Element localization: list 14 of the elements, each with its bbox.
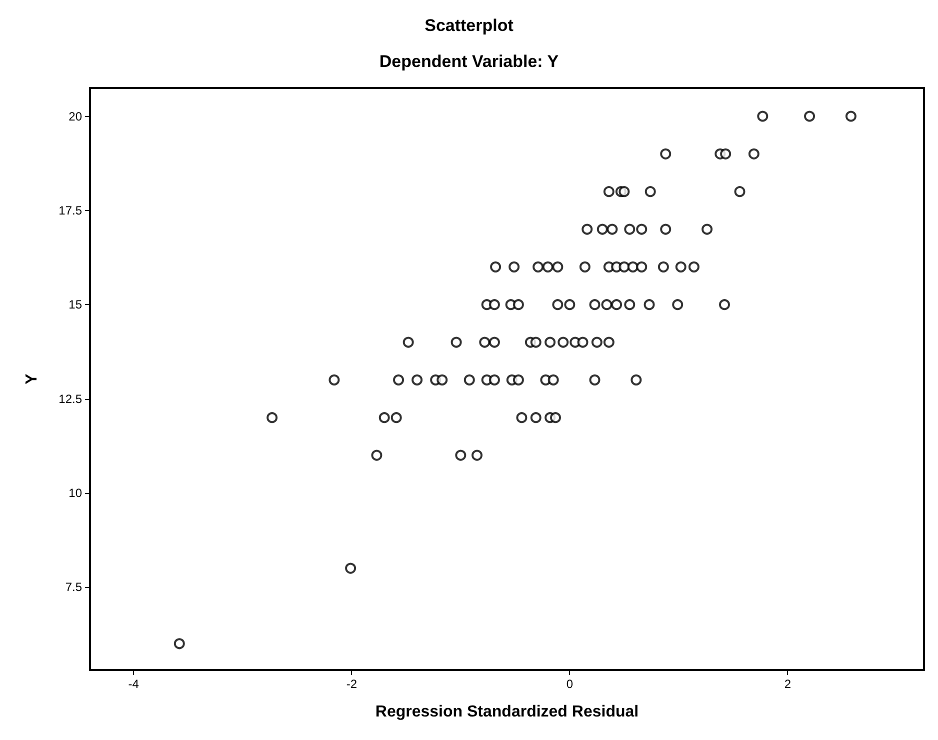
y-tick-label: 7.5 xyxy=(65,580,82,594)
y-tick-label: 15 xyxy=(68,298,82,312)
chart-subtitle: Dependent Variable: Y xyxy=(379,52,560,71)
x-tick-label: 0 xyxy=(566,677,574,691)
x-tick-label: -2 xyxy=(346,677,358,691)
x-axis-title: Regression Standardized Residual xyxy=(375,704,639,720)
chart-title: Scatterplot xyxy=(424,16,514,35)
y-tick-label: 17.5 xyxy=(58,203,82,218)
x-tick-label: -4 xyxy=(128,677,140,691)
y-tick-label: 20 xyxy=(68,109,82,124)
x-tick-label: 2 xyxy=(784,677,792,691)
y-tick-label: 12.5 xyxy=(58,392,82,406)
y-axis-title: Y xyxy=(24,373,40,384)
y-tick-label: 10 xyxy=(68,486,82,500)
